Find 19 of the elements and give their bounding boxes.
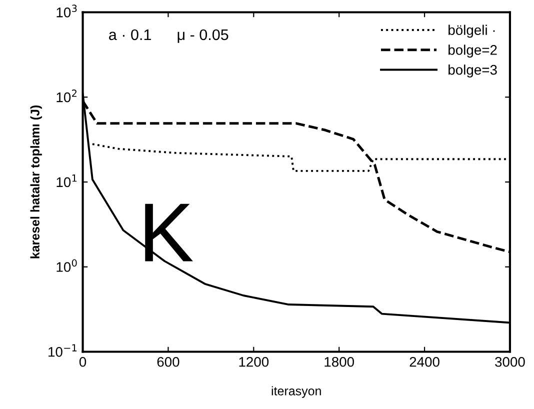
legend-label: bolge=2 bbox=[448, 44, 497, 58]
legend-label: bölgeli · bbox=[448, 24, 495, 38]
y-tick-label: 10$^{3}$ bbox=[56, 4, 77, 18]
y-axis-title: karesel hatalar toplamı (J) bbox=[30, 106, 42, 258]
x-tick-label: 600 bbox=[157, 356, 180, 367]
annotation: μ - 0.05 bbox=[178, 29, 228, 43]
annotation: K bbox=[145, 204, 193, 262]
x-tick-label: 3000 bbox=[495, 356, 525, 367]
x-tick-label: 2400 bbox=[410, 356, 440, 367]
legend-label: bolge=3 bbox=[448, 64, 497, 78]
x-tick-label: 0 bbox=[79, 356, 86, 367]
annotation: a · 0.1 bbox=[109, 29, 151, 40]
x-axis-title: iterasyon bbox=[272, 386, 321, 398]
y-tick-label: 10$^{0}$ bbox=[56, 259, 77, 272]
x-tick-label: 1800 bbox=[324, 356, 354, 367]
y-tick-label: 10$^{1}$ bbox=[56, 174, 77, 188]
x-tick-label: 1200 bbox=[239, 356, 269, 367]
y-tick-label: 10$^{−1}$ bbox=[48, 344, 77, 357]
y-tick-label: 10$^{2}$ bbox=[56, 90, 76, 102]
